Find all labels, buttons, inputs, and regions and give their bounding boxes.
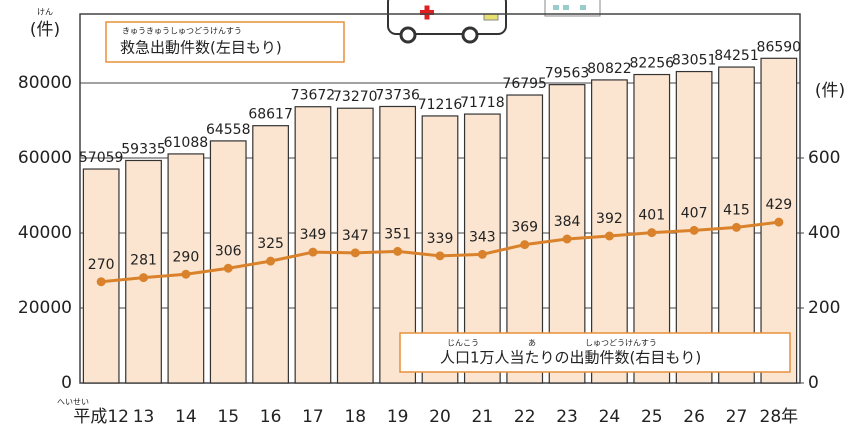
bar-value-label: 73736	[375, 87, 420, 103]
line-marker	[393, 247, 402, 256]
bar-value-label: 64558	[206, 122, 251, 138]
line-marker	[732, 223, 741, 232]
y2-tick-label: 400	[808, 223, 840, 243]
y-tick-label: 0	[61, 373, 72, 393]
line-value-label: 290	[173, 249, 200, 265]
line-marker	[139, 273, 148, 282]
legend-entry: 人口1万人当たりの出動件数(右目もり)	[440, 349, 701, 367]
bar-value-label: 59335	[121, 141, 166, 157]
line-marker	[690, 226, 699, 235]
line-value-label: 351	[384, 226, 411, 242]
line-marker	[563, 235, 572, 244]
line-value-label: 343	[469, 229, 496, 245]
x-ruby: へいせい	[57, 398, 89, 407]
bar	[168, 154, 204, 383]
bar-value-label: 71216	[418, 97, 463, 113]
x-tick-label: 28年	[760, 407, 799, 427]
x-tick-label: 23	[556, 407, 578, 427]
bar-value-label: 80822	[587, 61, 632, 77]
line-value-label: 401	[638, 208, 665, 224]
y-tick-label: 20000	[18, 298, 72, 318]
bar	[83, 169, 119, 383]
legend-ruby: しゅつどうけんすう	[585, 339, 657, 348]
line-marker	[181, 270, 190, 279]
line-value-label: 415	[723, 202, 750, 218]
ambulance-icon	[388, 0, 506, 42]
chart: けん (件) (件) へいせい 0 20000 40000 60000 80000 0 20…	[0, 0, 858, 438]
bar-value-label: 86590	[757, 39, 802, 55]
legend-ruby: あ	[528, 339, 536, 348]
line-value-label: 347	[342, 228, 369, 244]
bar-value-label: 68617	[248, 107, 293, 123]
line-marker	[605, 232, 614, 241]
line-marker	[520, 240, 529, 249]
x-tick-label: 22	[514, 407, 536, 427]
y-axis-label: (件)	[30, 20, 60, 40]
line-marker	[308, 248, 317, 257]
line-marker	[478, 250, 487, 259]
y2-tick-label: 200	[808, 298, 840, 318]
x-tick-label: 17	[302, 407, 324, 427]
line-value-label: 281	[130, 253, 157, 269]
line-value-label: 325	[257, 236, 284, 252]
bar-value-label: 61088	[164, 135, 209, 151]
bar	[338, 108, 374, 383]
bar	[253, 126, 289, 383]
bar-value-label: 83051	[672, 53, 717, 69]
x-tick-label: 16	[260, 407, 282, 427]
x-tick-label: 18	[344, 407, 366, 427]
bar	[295, 107, 331, 383]
bar-value-label: 73270	[333, 89, 378, 105]
line-value-label: 384	[554, 214, 581, 230]
y2-tick-label: 600	[808, 148, 840, 168]
x-tick-label: 26	[683, 407, 705, 427]
line-value-label: 306	[215, 243, 242, 259]
legend-ruby: きゅうきゅうしゅつどうけんすう	[122, 27, 242, 36]
y2-axis-label: (件)	[815, 81, 845, 101]
legend-ruby: じんこう	[447, 339, 479, 348]
bar	[126, 160, 162, 383]
line-value-label: 407	[681, 205, 708, 221]
x-tick-label: 19	[387, 407, 409, 427]
x-tick-label: 13	[133, 407, 155, 427]
bar-value-label: 57059	[79, 150, 124, 166]
x-tick-label: 21	[472, 407, 494, 427]
y-tick-label: 80000	[18, 73, 72, 93]
x-tick-label: 15	[217, 407, 239, 427]
y2-tick-label: 0	[808, 373, 819, 393]
y-tick-label: 40000	[18, 223, 72, 243]
line-marker	[436, 251, 445, 260]
legend-entry: 救急出動件数(左目もり)	[120, 39, 282, 57]
x-tick-label: 平成12	[73, 407, 129, 427]
bar	[210, 141, 246, 383]
y-tick-label: 60000	[18, 148, 72, 168]
line-value-label: 339	[427, 231, 454, 247]
line-value-label: 429	[765, 197, 792, 213]
bar-value-label: 79563	[545, 66, 590, 82]
line-value-label: 392	[596, 211, 623, 227]
x-tick-label: 27	[726, 407, 748, 427]
line-marker	[774, 218, 783, 227]
line-value-label: 369	[511, 220, 538, 236]
x-tick-label: 20	[429, 407, 451, 427]
bar-value-label: 71718	[460, 95, 505, 111]
line-value-label: 349	[300, 227, 327, 243]
line-marker	[224, 264, 233, 273]
line-marker	[351, 248, 360, 257]
line-marker	[266, 257, 275, 266]
x-tick-label: 24	[599, 407, 621, 427]
bar-value-label: 76795	[502, 76, 547, 92]
x-tick-label: 14	[175, 407, 197, 427]
line-value-label: 270	[88, 257, 115, 273]
x-tick-label: 25	[641, 407, 663, 427]
bar-value-label: 82256	[629, 56, 674, 72]
bar-value-label: 73672	[291, 88, 336, 104]
line-marker	[97, 277, 106, 286]
bar-value-label: 84251	[714, 48, 759, 64]
y-label-ruby: けん	[37, 8, 53, 17]
line-marker	[647, 228, 656, 237]
